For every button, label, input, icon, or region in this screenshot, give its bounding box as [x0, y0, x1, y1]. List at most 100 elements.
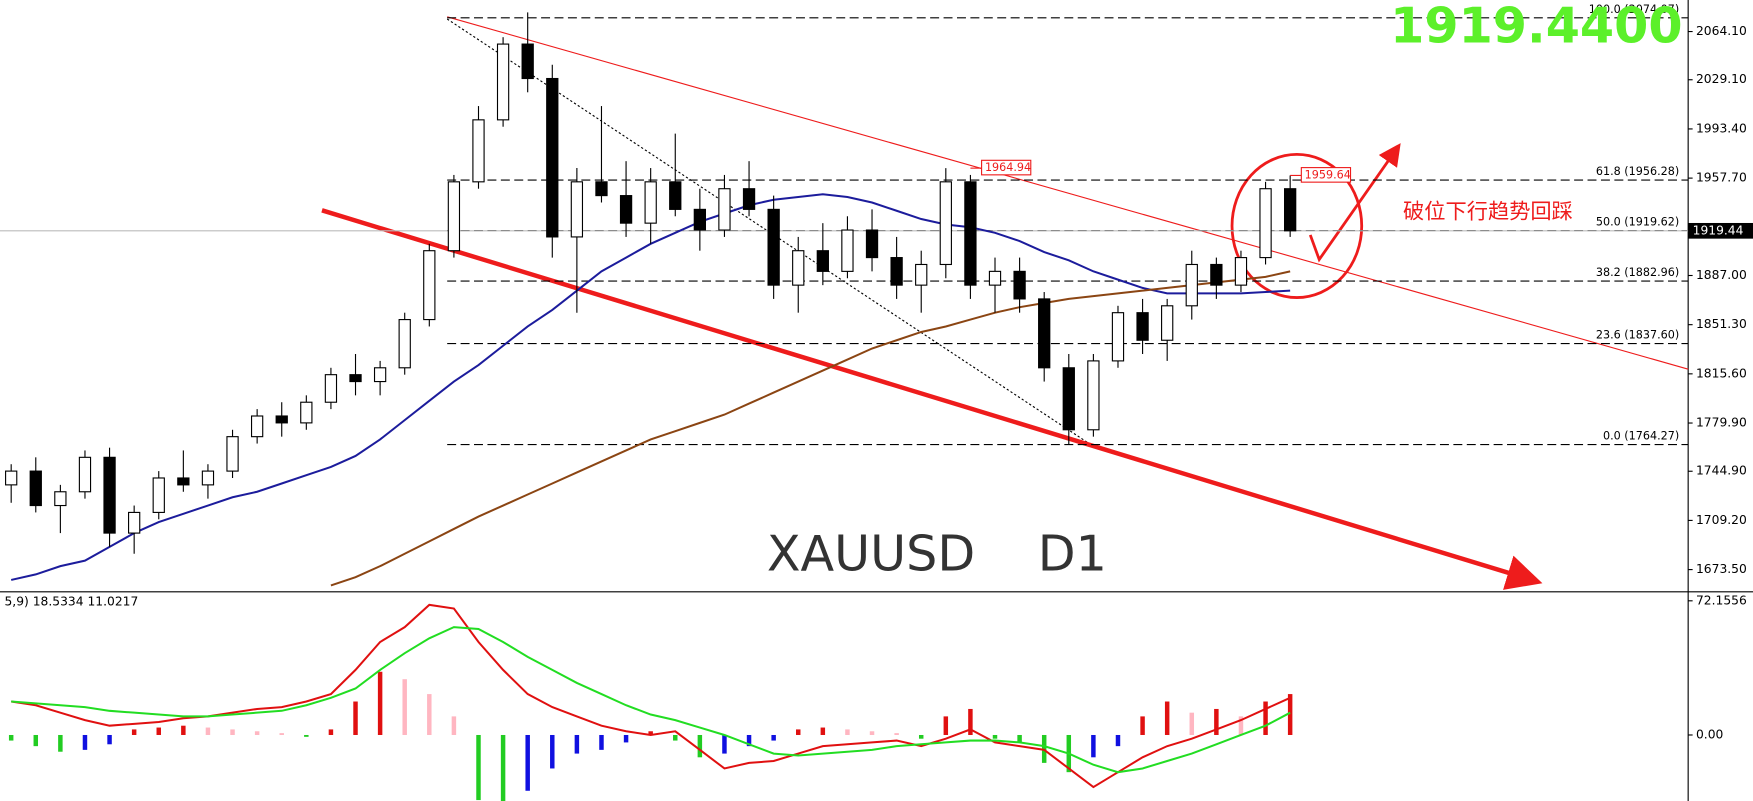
histogram-bar — [525, 734, 530, 791]
candle-body — [1111, 312, 1125, 362]
y-tick-label: 1851.30 — [1696, 317, 1747, 331]
histogram-bar — [1140, 716, 1145, 735]
candle-body — [398, 319, 411, 369]
y-tick-label: 1673.50 — [1696, 562, 1747, 576]
candle-body — [521, 43, 534, 80]
candle-body — [54, 491, 67, 507]
candle-body — [546, 77, 559, 238]
candle-body — [300, 401, 313, 424]
candle-body — [324, 374, 338, 403]
fib-label: 100.0 (2074.07) — [1589, 3, 1679, 16]
histogram-bar — [968, 708, 973, 735]
candle-body — [373, 367, 387, 383]
histogram-bar — [205, 727, 211, 735]
y-tick-label: 0.00 — [1696, 727, 1723, 741]
candle-body — [619, 195, 633, 224]
histogram-bar — [894, 733, 899, 735]
candle-body — [177, 477, 190, 486]
histogram-bar — [402, 679, 407, 735]
histogram-bar — [476, 734, 481, 801]
candle-body — [1185, 263, 1198, 307]
histogram-bar — [746, 734, 752, 747]
candle-body — [201, 470, 215, 486]
histogram-bar — [451, 716, 457, 735]
histogram-bar — [500, 734, 506, 801]
trend-arrow — [321, 208, 1543, 590]
histogram-bar — [279, 733, 284, 735]
candle-body — [570, 181, 584, 238]
histogram-bar — [1017, 734, 1022, 743]
tag-label: 1964.94 — [985, 161, 1031, 174]
indicator-line — [330, 270, 1291, 587]
histogram-bar — [796, 729, 801, 735]
chart-title: XAUUSD D1 — [767, 525, 1107, 583]
candle-body — [816, 250, 829, 272]
histogram-bar — [8, 734, 14, 741]
y-tick-label: 1957.70 — [1696, 171, 1747, 185]
candle-body — [29, 470, 42, 507]
candle-body — [1234, 257, 1248, 286]
annotation: 破位下行趋势回踩 — [1403, 200, 1573, 225]
histogram-bar — [845, 729, 850, 735]
histogram-bar — [1214, 708, 1219, 735]
candle-body — [669, 181, 682, 210]
histogram-bar — [328, 729, 334, 735]
macd-header: 5,9) 18.5334 11.0217 — [4, 594, 138, 608]
candle-body — [103, 456, 116, 534]
y-tick-label: 1887.00 — [1696, 268, 1747, 282]
indicator-line — [10, 193, 1291, 581]
candle-body — [349, 374, 362, 383]
histogram-bar — [1091, 734, 1096, 758]
plot-area: 2064.10 2029.10 1993.40 1957.70 1887.00 1851.… — [0, 3, 1753, 801]
histogram-bar — [304, 734, 309, 737]
candle-body — [1210, 263, 1223, 286]
candle-body — [693, 208, 707, 231]
histogram-bar — [1164, 701, 1170, 735]
candle-body — [1038, 298, 1051, 369]
candle-body — [964, 181, 977, 286]
histogram-bar — [131, 729, 137, 735]
histogram-bar — [1189, 712, 1195, 735]
histogram-bar — [869, 731, 875, 735]
y-tick-label: 1815.60 — [1696, 366, 1747, 380]
candle-body — [275, 415, 288, 424]
candle-body — [595, 181, 608, 197]
candle-body — [1087, 360, 1100, 431]
histogram-bar — [1238, 716, 1244, 735]
histogram-bar — [1263, 701, 1268, 735]
histogram-bar — [992, 734, 998, 739]
indicator-line — [11, 626, 1291, 774]
histogram-bar — [623, 734, 629, 743]
histogram-bar — [574, 734, 580, 754]
candle-body — [1136, 312, 1149, 341]
histogram-bar — [230, 729, 235, 735]
y-tick-label: 1744.90 — [1696, 464, 1747, 478]
histogram-bar — [1287, 694, 1293, 735]
histogram-bar — [943, 716, 949, 735]
candle-body — [792, 250, 805, 286]
candle-body — [742, 188, 756, 210]
histogram-bar — [820, 727, 826, 735]
histogram-bar — [107, 734, 112, 745]
fib-label: 0.0 (1764.27) — [1603, 430, 1679, 443]
fib-label: 23.6 (1837.60) — [1596, 329, 1679, 342]
histogram-bar — [254, 731, 260, 735]
candle-body — [718, 188, 731, 231]
histogram-bar — [181, 725, 186, 735]
trendline — [447, 16, 1689, 370]
candle-body — [1161, 305, 1174, 341]
indicator-line — [11, 603, 1291, 789]
candle-body — [915, 263, 928, 286]
candle-body — [423, 250, 436, 321]
candle-body — [1062, 367, 1075, 431]
y-tick-label: 72.1556 — [1696, 593, 1747, 607]
histogram-bar — [33, 734, 39, 747]
candle-body — [1259, 188, 1272, 259]
histogram-bar — [697, 734, 703, 758]
tag-box — [1300, 167, 1352, 183]
histogram-bar — [353, 701, 358, 735]
histogram-bar — [599, 734, 604, 750]
candle-body — [865, 229, 879, 259]
